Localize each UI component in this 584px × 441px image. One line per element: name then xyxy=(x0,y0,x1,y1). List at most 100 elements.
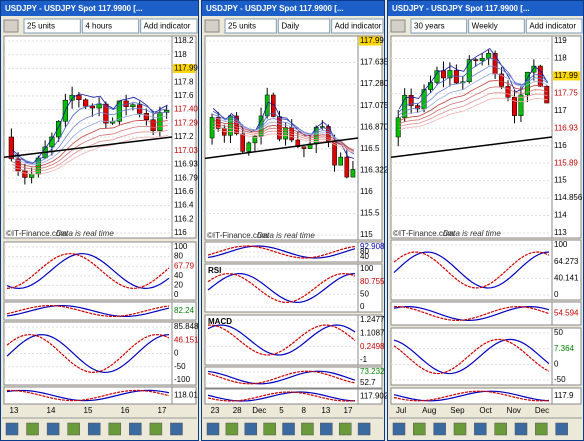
candle xyxy=(143,113,149,120)
tool-icon[interactable] xyxy=(5,422,19,436)
indicator-line xyxy=(6,389,170,402)
axis-label: -100 xyxy=(174,375,191,384)
axis-area xyxy=(357,314,383,366)
realtime-note: Data is real time xyxy=(443,229,501,238)
timeframe-dropdown[interactable] xyxy=(81,18,140,34)
tool-icon[interactable] xyxy=(263,422,276,436)
tool-icon[interactable] xyxy=(320,422,333,436)
timeframe-dropdown[interactable] xyxy=(468,18,525,34)
tool-icon[interactable] xyxy=(129,422,142,436)
axis-area xyxy=(171,386,197,405)
candle xyxy=(428,82,433,90)
candle xyxy=(164,110,170,113)
button-text: Add indicator xyxy=(144,22,191,31)
tool-icon[interactable] xyxy=(392,422,406,436)
tool-icon[interactable] xyxy=(26,422,39,436)
tool-icon[interactable] xyxy=(514,422,528,436)
axis-label: 115.5 xyxy=(360,209,380,218)
tool-icon[interactable] xyxy=(338,422,352,436)
timeframe-dropdown[interactable] xyxy=(277,18,331,34)
axis-label: 117.29 xyxy=(174,118,198,127)
candle xyxy=(421,89,427,110)
axis-label: -50 xyxy=(554,375,566,384)
tool-icon[interactable] xyxy=(244,422,258,436)
axis-label: 7.364 xyxy=(554,344,575,353)
tool-icon[interactable] xyxy=(453,422,467,436)
axis-label: 116.93 xyxy=(174,160,198,169)
axis-label: 118.01 xyxy=(174,391,198,400)
axis-label: 115.89 xyxy=(554,158,578,167)
moving-average xyxy=(12,93,168,165)
tool-icon[interactable] xyxy=(108,422,122,436)
title-bar xyxy=(1,1,198,16)
candle xyxy=(320,126,325,128)
axis-label: 118 xyxy=(174,50,187,59)
chart-panel xyxy=(390,327,553,386)
tool-icon[interactable] xyxy=(67,422,80,436)
tool-icon[interactable] xyxy=(46,422,60,436)
toolbar-icon[interactable] xyxy=(204,19,220,33)
candle xyxy=(408,95,414,106)
moving-average xyxy=(12,125,168,170)
moving-average xyxy=(398,48,549,109)
chart-panel xyxy=(390,387,553,405)
add-indicator-button[interactable] xyxy=(525,18,583,34)
x-label: Dec xyxy=(535,406,549,415)
moving-average xyxy=(212,113,355,152)
candle xyxy=(69,94,75,101)
candle xyxy=(246,142,252,152)
axis-label: 116.5 xyxy=(360,144,380,153)
candle xyxy=(258,115,264,137)
axis-label: 117.9 xyxy=(554,391,574,400)
indicator-line xyxy=(207,245,356,259)
tool-icon[interactable] xyxy=(170,422,183,436)
axis-label: 80 xyxy=(174,252,183,261)
toolbar-icon[interactable] xyxy=(3,19,19,33)
tool-icon[interactable] xyxy=(225,422,239,436)
candle xyxy=(150,119,156,131)
units-dropdown[interactable] xyxy=(23,18,81,34)
indicator-line xyxy=(207,273,356,303)
toolbar-icon[interactable] xyxy=(390,19,406,33)
axis-label: -1 xyxy=(360,355,368,364)
candle xyxy=(447,70,453,79)
indicator-label: MACD xyxy=(208,317,232,326)
axis-label: 0 xyxy=(554,359,559,368)
candle xyxy=(453,70,459,84)
axis-area xyxy=(551,327,582,386)
trend-line xyxy=(390,136,553,158)
candle xyxy=(537,65,543,87)
candle xyxy=(8,136,14,160)
add-indicator-button[interactable] xyxy=(140,18,198,34)
indicator-line xyxy=(6,253,170,289)
tool-icon[interactable] xyxy=(413,422,426,436)
indicator-line xyxy=(6,305,170,317)
candle xyxy=(499,73,505,87)
tool-icon[interactable] xyxy=(206,422,220,436)
axis-area xyxy=(357,263,383,313)
add-indicator-button[interactable] xyxy=(331,18,384,34)
tool-icon[interactable] xyxy=(535,422,548,436)
x-label: Aug xyxy=(422,406,436,415)
tool-icon[interactable] xyxy=(149,422,163,436)
tool-icon[interactable] xyxy=(357,422,371,436)
tool-icon[interactable] xyxy=(555,422,568,436)
units-text: 30 years xyxy=(414,22,445,31)
axis-label: 118.2 xyxy=(174,36,194,45)
tool-icon[interactable] xyxy=(282,422,295,436)
candle xyxy=(252,135,258,144)
tool-icon[interactable] xyxy=(301,422,314,436)
tool-icon[interactable] xyxy=(494,422,507,436)
tool-icon[interactable] xyxy=(433,422,446,436)
price-badge xyxy=(359,36,381,46)
units-dropdown[interactable] xyxy=(224,18,277,34)
tool-icon[interactable] xyxy=(87,422,101,436)
candle xyxy=(209,117,215,139)
tool-icon[interactable] xyxy=(474,422,487,436)
axis-area xyxy=(551,35,582,239)
axis-label: 67.79 xyxy=(174,261,195,270)
units-dropdown[interactable] xyxy=(410,18,468,34)
moving-average xyxy=(12,129,168,173)
axis-label: 116.93 xyxy=(554,123,578,132)
axis-label: 0 xyxy=(174,290,179,299)
